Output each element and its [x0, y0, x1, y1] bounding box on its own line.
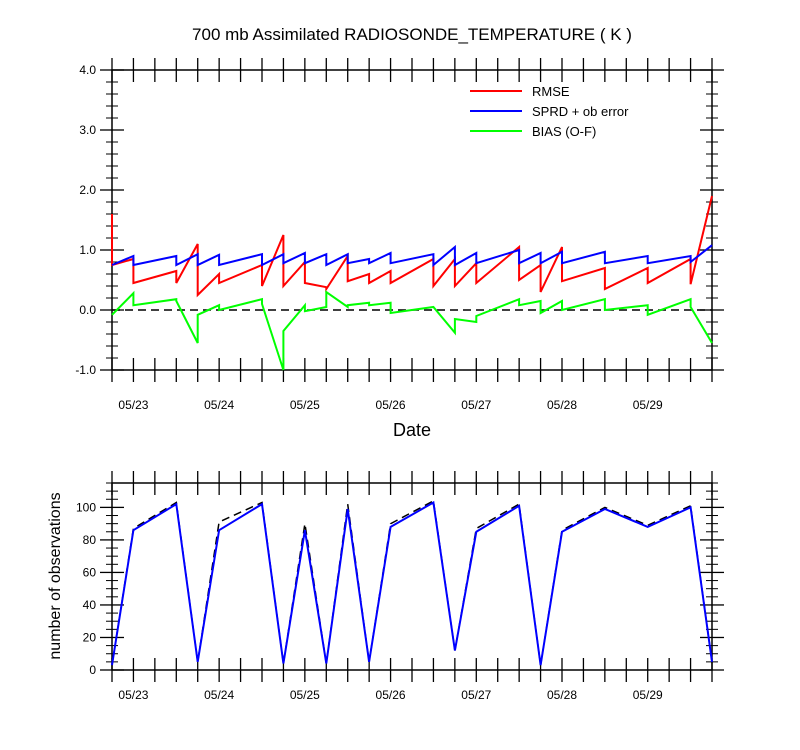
x-tick-label: 05/25: [290, 688, 320, 702]
legend-label: RMSE: [532, 84, 570, 99]
legend-label: SPRD + ob error: [532, 104, 629, 119]
series-line-sprd-ob-error: [111, 244, 713, 268]
x-tick-label: 05/27: [461, 398, 491, 412]
x-tick-label: 05/25: [290, 398, 320, 412]
y-tick-label: 100: [76, 500, 96, 514]
series-line-used: [111, 500, 713, 666]
y-tick-label: 20: [83, 630, 97, 644]
y-tick-label: 4.0: [79, 63, 96, 77]
bottom-chart-panel: 0 20 40 60 80 100 05/23 05/24 05/25 05/26 05/27 05/…: [76, 471, 724, 702]
top-chart-panel: -1.0 0.0 1.0 2.0 3.0 4.0 05/23 05/24 05/25 05/26 0…: [75, 58, 724, 412]
y-tick-label: 2.0: [79, 183, 96, 197]
x-tick-label: 05/23: [118, 398, 148, 412]
y-tick-label: 40: [83, 598, 97, 612]
series-line-rmse: [111, 195, 713, 298]
top-chart-title: 700 mb Assimilated RADIOSONDE_TEMPERATUR…: [192, 25, 632, 44]
y-tick-label: 80: [83, 533, 97, 547]
x-tick-label: 05/26: [376, 398, 406, 412]
y-tick-label: -1.0: [75, 363, 96, 377]
x-tick-label: 05/27: [461, 688, 491, 702]
y-tick-label: 0: [89, 663, 96, 677]
x-tick-label: 05/24: [204, 688, 234, 702]
x-tick-label: 05/28: [547, 688, 577, 702]
series-line-bias-o-f: [111, 290, 713, 371]
y-tick-label: 60: [83, 565, 97, 579]
x-tick-label: 05/26: [376, 688, 406, 702]
bottom-chart-ylabel: number of observations: [47, 492, 64, 659]
x-tick-label: 05/29: [633, 688, 663, 702]
y-tick-label: 3.0: [79, 123, 96, 137]
y-tick-label: 0.0: [79, 303, 96, 317]
x-tick-label: 05/28: [547, 398, 577, 412]
legend-label: BIAS (O-F): [532, 124, 596, 139]
top-chart-xlabel: Date: [393, 420, 431, 440]
y-tick-label: 1.0: [79, 243, 96, 257]
x-tick-label: 05/23: [118, 688, 148, 702]
x-tick-label: 05/24: [204, 398, 234, 412]
x-tick-label: 05/29: [633, 398, 663, 412]
plot-frame: [111, 482, 713, 671]
